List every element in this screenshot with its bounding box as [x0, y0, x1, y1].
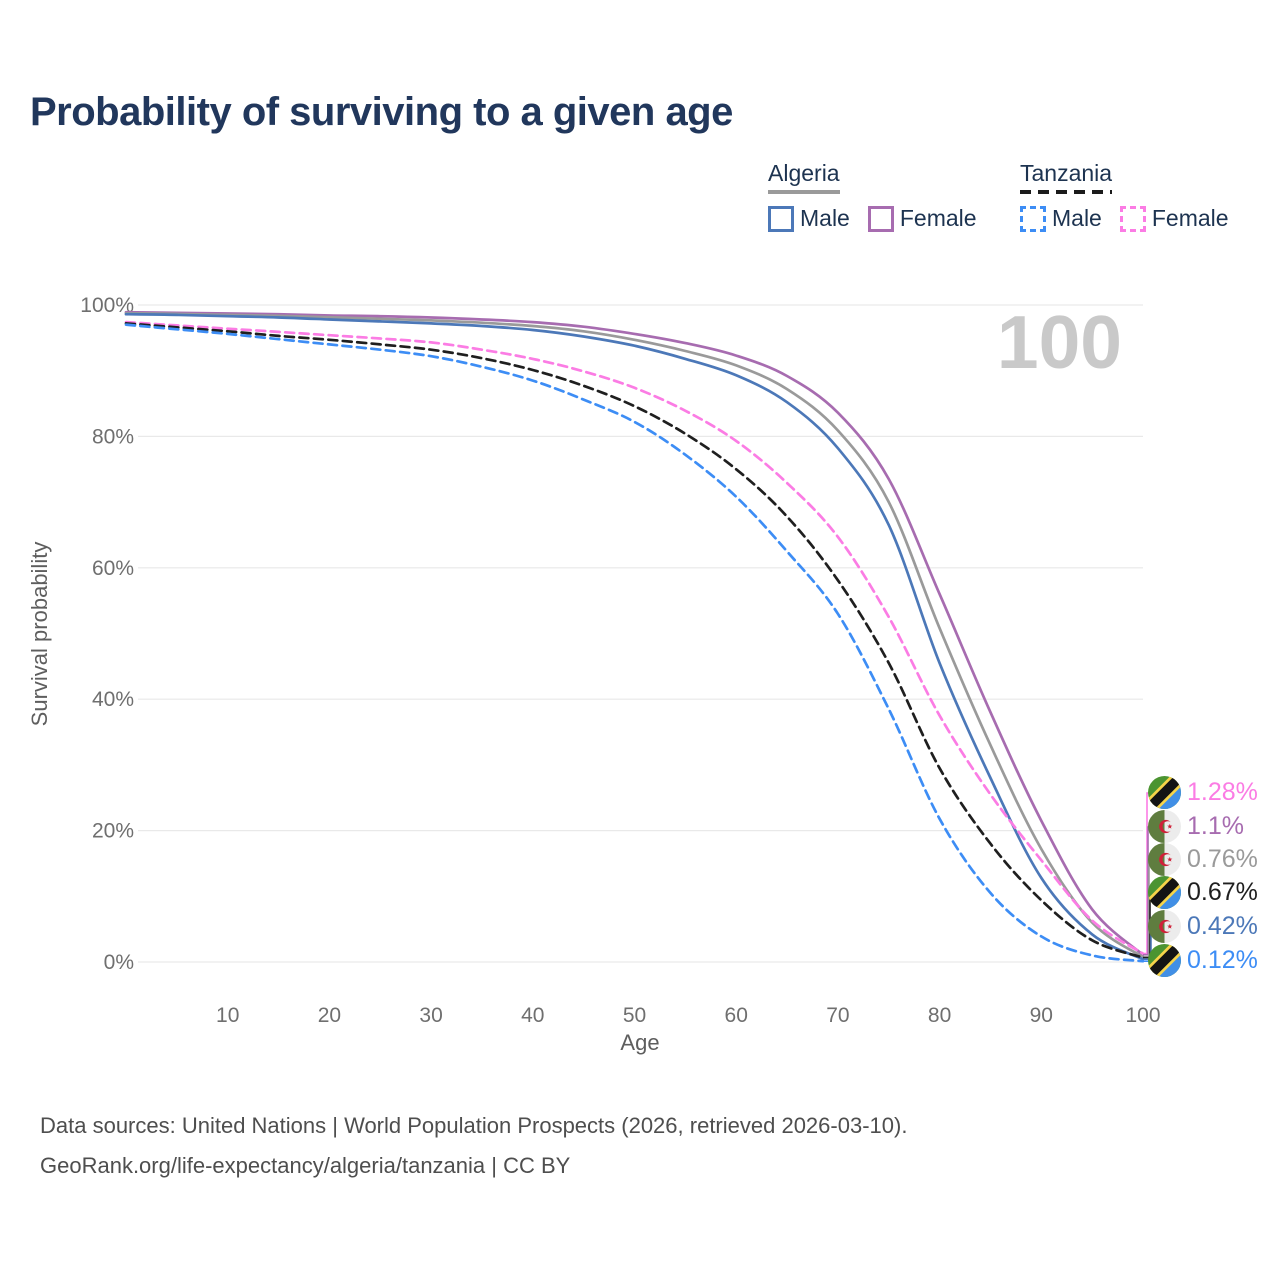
footer: Data sources: United Nations | World Pop…: [40, 1106, 907, 1186]
x-tick-label: 60: [725, 1004, 748, 1027]
end-label-tanzania-female: 1.28%: [1148, 776, 1258, 809]
legend-tanzania-male-label: Male: [1052, 205, 1102, 231]
end-label-tanzania-male: 0.12%: [1148, 944, 1258, 977]
footer-sources: Data sources: United Nations | World Pop…: [40, 1113, 908, 1138]
legend-item-algeria-male[interactable]: Male: [768, 205, 850, 232]
tanzania-flag-icon: [1148, 876, 1181, 909]
algeria-flag-icon: [1148, 910, 1181, 943]
legend-item-algeria-female[interactable]: Female: [867, 205, 977, 232]
legend-algeria-title[interactable]: Algeria: [768, 160, 840, 194]
curve-tanzania-female[interactable]: [124, 320, 1145, 955]
legend-tanzania-title[interactable]: Tanzania: [1020, 160, 1113, 194]
tanzania-flag-icon: [1148, 776, 1181, 809]
end-label-value: 1.1%: [1187, 812, 1244, 840]
legend-swatch-algeria-male: [768, 205, 794, 232]
curve-tanzania-male[interactable]: [124, 323, 1145, 963]
x-tick-label: 30: [419, 1004, 442, 1027]
legend-tanzania-underline: [1020, 190, 1113, 194]
y-tick-label: 40%: [92, 688, 134, 711]
y-tick-label: 20%: [92, 820, 134, 843]
x-tick-label: 40: [521, 1004, 544, 1027]
legend-tanzania-female-label: Female: [1151, 205, 1229, 231]
legend-group-algeria: Algeria Male Female: [768, 160, 977, 232]
y-tick-label: 100%: [80, 294, 134, 317]
curve-tanzania[interactable]: [124, 322, 1145, 959]
x-tick-label: 80: [928, 1004, 951, 1027]
page-title: Probability of surviving to a given age: [30, 90, 733, 134]
x-axis-title: Age: [620, 1030, 659, 1055]
tanzania-flag-icon: [1148, 944, 1181, 977]
legend-algeria-female-label: Female: [899, 205, 977, 231]
x-tick-label: 90: [1030, 1004, 1053, 1027]
end-label-algeria: 0.76%: [1148, 843, 1258, 876]
end-label-value: 0.12%: [1187, 946, 1258, 974]
curve-algeria-female[interactable]: [124, 310, 1145, 957]
x-tick-label: 70: [826, 1004, 849, 1027]
end-label-tanzania: 0.67%: [1148, 876, 1258, 909]
legend-swatch-tanzania-female: [1119, 205, 1146, 232]
y-axis-title: Survival probability: [27, 542, 52, 727]
legend-group-tanzania: Tanzania Male Female: [1020, 160, 1229, 232]
legend-tanzania-label: Tanzania: [1020, 160, 1113, 186]
legend-item-tanzania-male[interactable]: Male: [1020, 205, 1102, 232]
x-tick-label: 20: [318, 1004, 341, 1027]
legend-algeria-male-label: Male: [800, 205, 850, 231]
end-label-value: 0.67%: [1187, 878, 1258, 906]
legend-algeria-label: Algeria: [768, 160, 840, 186]
legend-item-tanzania-female[interactable]: Female: [1119, 205, 1229, 232]
algeria-flag-icon: [1148, 810, 1181, 843]
y-tick-label: 60%: [92, 557, 134, 580]
end-label-value: 0.76%: [1187, 845, 1258, 873]
legend-algeria-underline: [768, 190, 840, 194]
y-tick-label: 80%: [92, 425, 134, 448]
curve-algeria-male[interactable]: [124, 312, 1145, 961]
end-label-value: 0.42%: [1187, 912, 1258, 940]
curve-algeria[interactable]: [124, 311, 1145, 959]
legend-swatch-algeria-female: [867, 205, 894, 232]
age-watermark: 100: [997, 300, 1122, 384]
footer-link: GeoRank.org/life-expectancy/algeria/tanz…: [40, 1153, 571, 1178]
x-tick-label: 10: [216, 1004, 239, 1027]
legend-swatch-tanzania-male: [1020, 205, 1046, 232]
end-label-value: 1.28%: [1187, 778, 1258, 806]
end-label-algeria-male: 0.42%: [1148, 910, 1258, 943]
y-tick-label: 0%: [104, 951, 134, 974]
algeria-flag-icon: [1148, 843, 1181, 876]
x-tick-label: 50: [623, 1004, 646, 1027]
x-tick-label: 100: [1125, 1004, 1160, 1027]
end-label-algeria-female: 1.1%: [1148, 810, 1244, 843]
